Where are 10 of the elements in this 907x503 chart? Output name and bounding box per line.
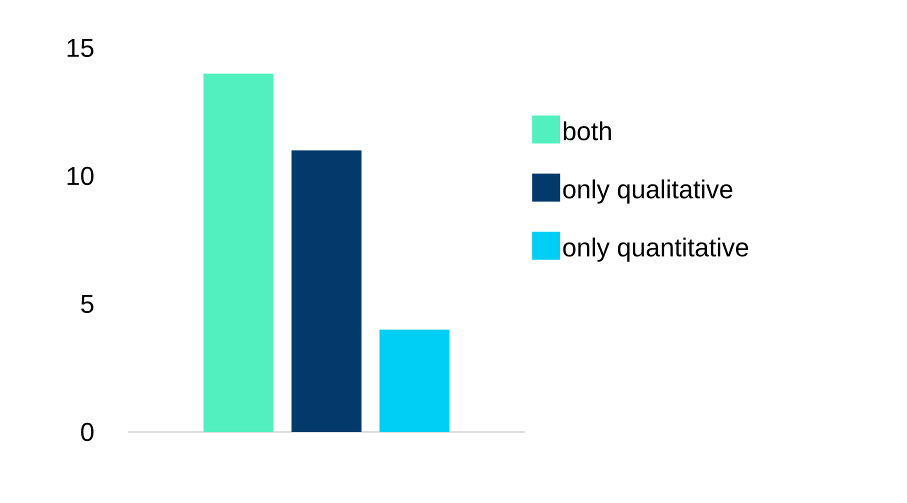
legend-label: both — [564, 121, 611, 140]
y-tick-label: 0 — [81, 422, 94, 442]
y-tick-label: 10 — [68, 166, 94, 186]
bar — [204, 74, 274, 432]
bar — [380, 330, 450, 432]
y-tick-label: 5 — [81, 294, 94, 314]
legend-label: only qualitative — [563, 179, 732, 204]
bar — [292, 150, 362, 432]
legend-label: only quantitative — [563, 238, 748, 262]
y-tick-label: 15 — [68, 38, 94, 58]
